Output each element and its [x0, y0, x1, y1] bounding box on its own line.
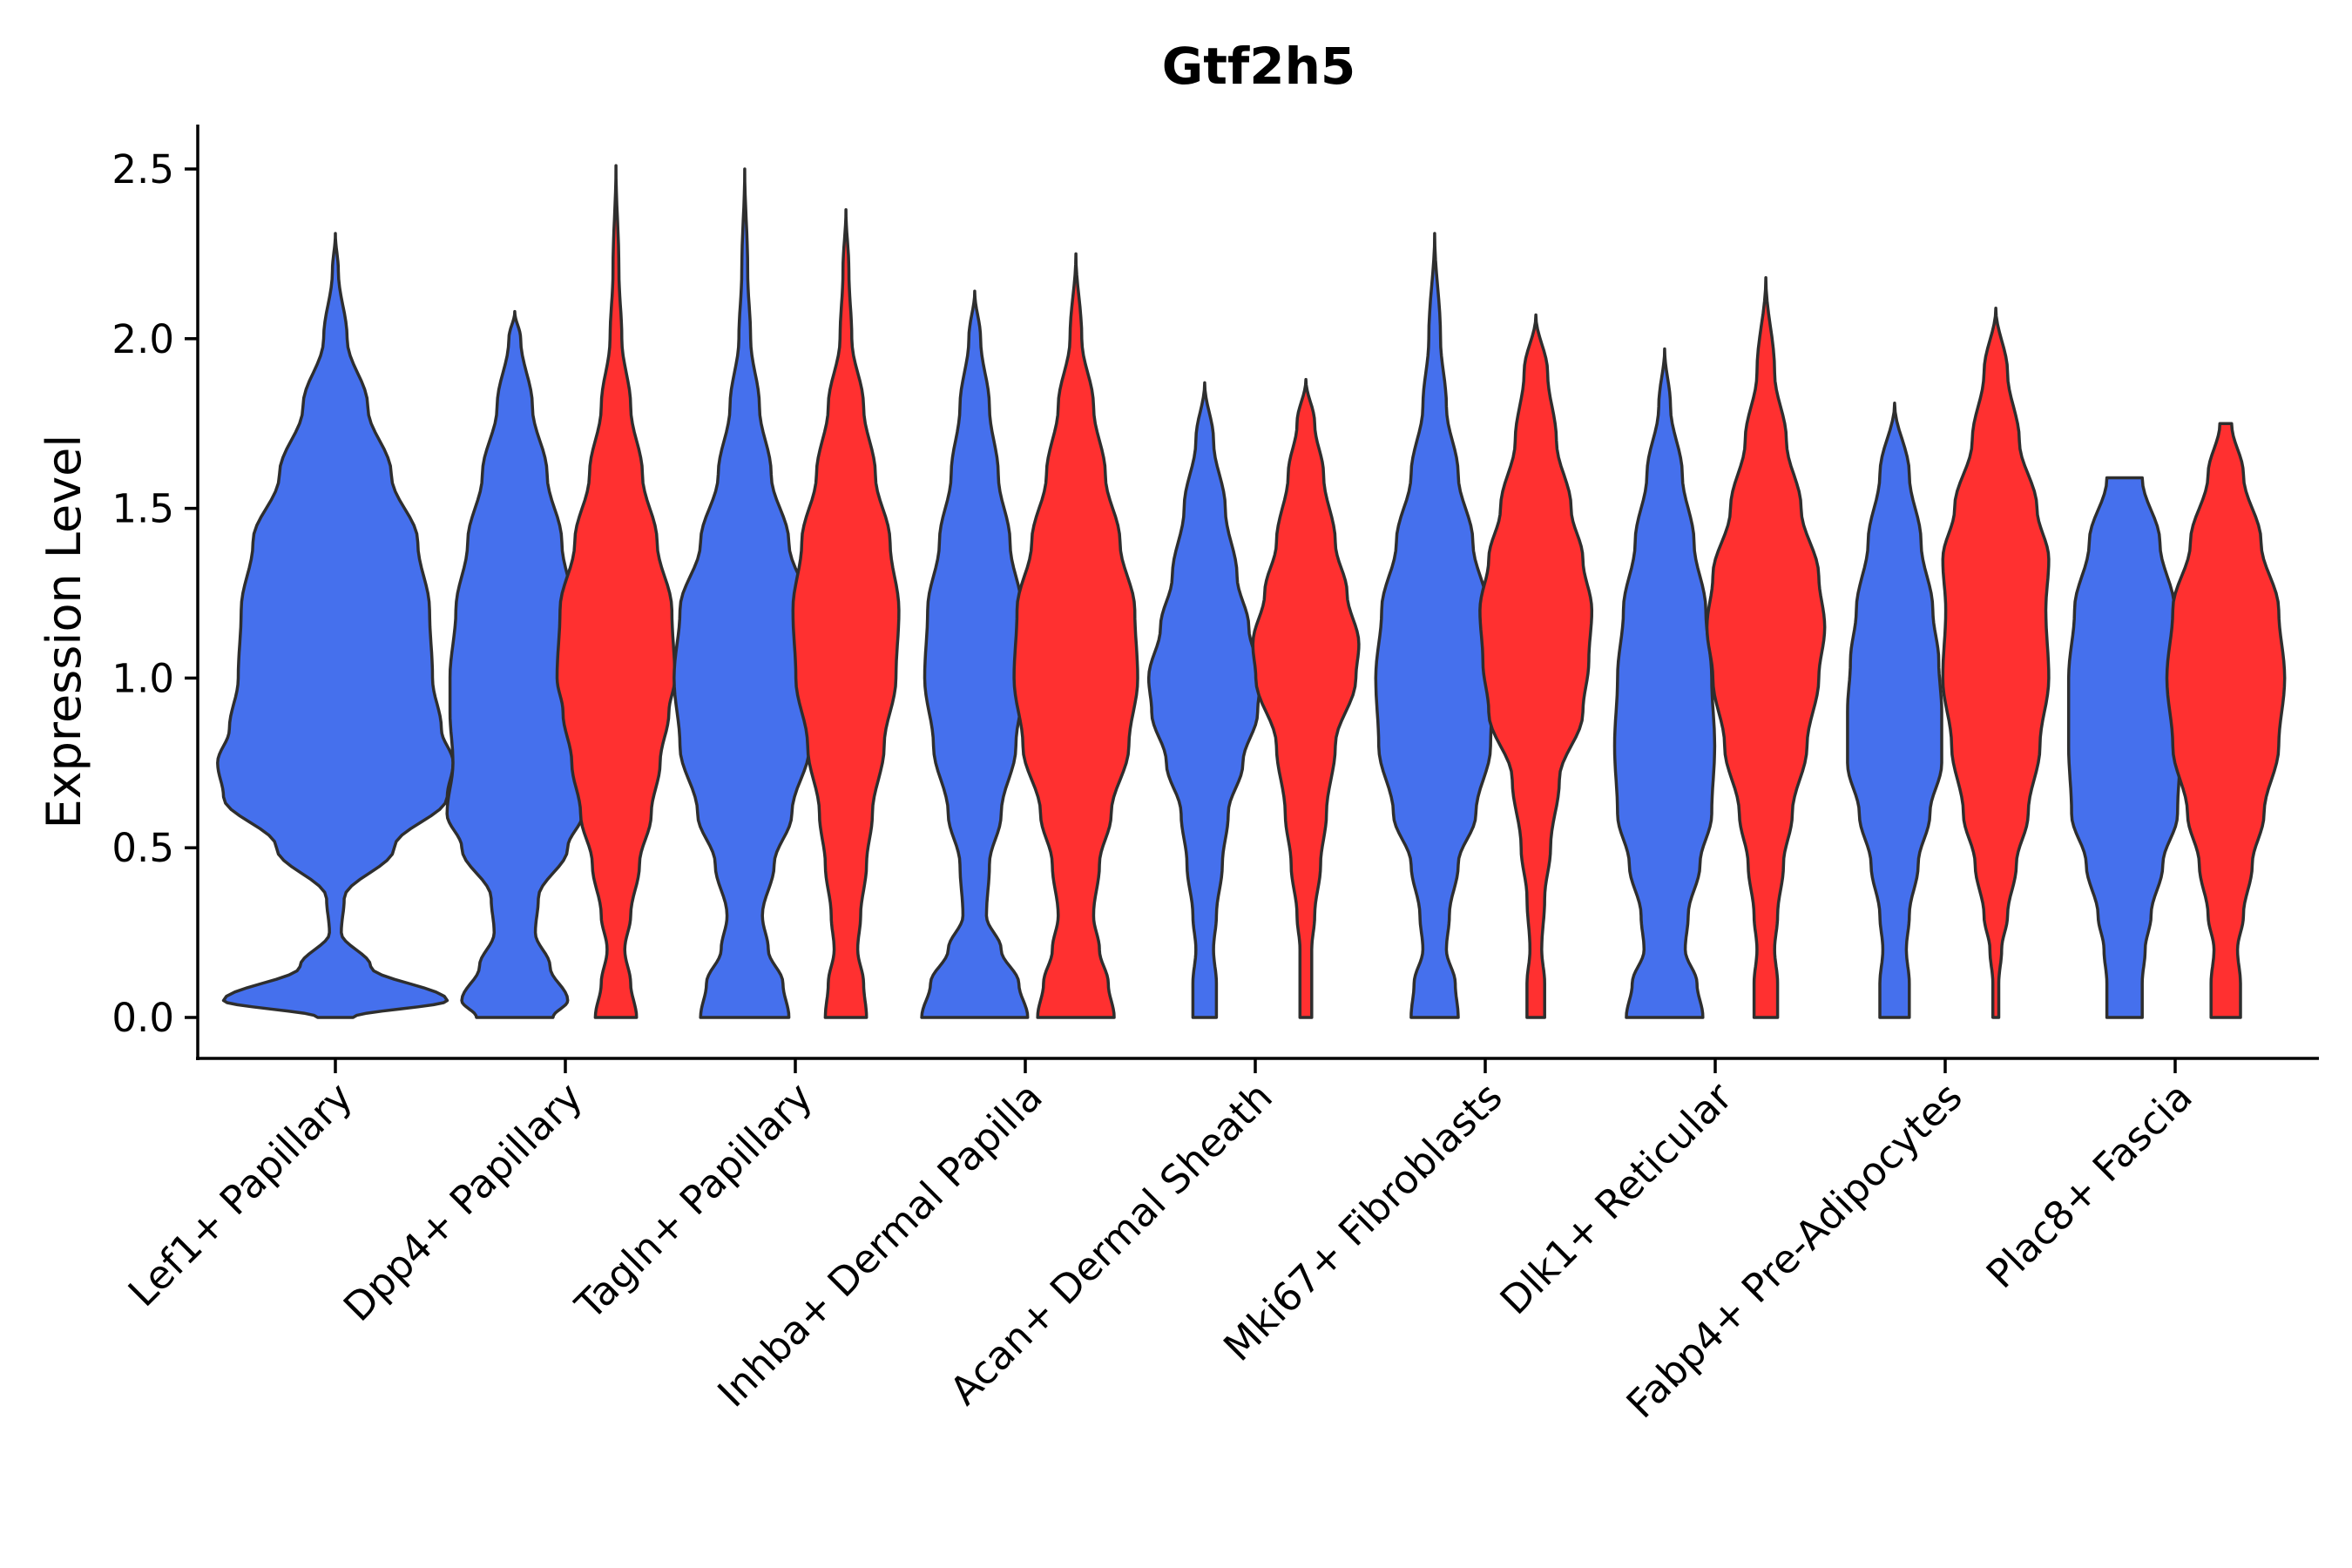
y-tick-label: 1.5: [112, 486, 174, 532]
x-tick-label: Tagln+ Papillary: [566, 1073, 821, 1328]
violin-14-right: [1941, 306, 2051, 1019]
violin-0-center: [216, 232, 455, 1019]
violin-3-left: [672, 167, 817, 1019]
y-tick-label: 1.0: [112, 655, 174, 701]
violin-5-left: [920, 289, 1030, 1019]
y-tick-label: 0.5: [112, 825, 174, 871]
violin-2-right: [555, 164, 677, 1019]
x-tick-label: Dlk1+ Reticular: [1491, 1073, 1741, 1323]
x-tick-label: Dpp4+ Papillary: [335, 1073, 591, 1330]
violins-group: [216, 164, 2287, 1019]
violin-13-left: [1846, 402, 1943, 1019]
y-tick-label: 2.5: [112, 146, 174, 193]
violin-16-right: [2165, 422, 2287, 1019]
violin-9-left: [1374, 232, 1496, 1019]
violin-10-right: [1478, 313, 1594, 1019]
y-tick-label: 2.0: [112, 316, 174, 362]
chart-title: Gtf2h5: [1162, 37, 1356, 96]
violin-6-right: [1012, 252, 1139, 1019]
violin-1-left: [445, 309, 585, 1019]
violin-7-left: [1146, 381, 1262, 1019]
y-axis-ticks: 0.0 0.5 1.0 1.5 2.0 2.5: [112, 146, 198, 1041]
x-tick-label: Plac8+ Fascia: [1977, 1073, 2201, 1297]
violin-4-right: [791, 208, 901, 1019]
y-tick-label: 0.0: [112, 995, 174, 1041]
x-tick-label: Lef1+ Papillary: [119, 1073, 362, 1315]
violin-15-left: [2066, 476, 2182, 1019]
violin-11-left: [1612, 347, 1717, 1019]
y-axis-label: Expression Level: [37, 435, 91, 829]
violin-8-right: [1251, 377, 1361, 1019]
violin-12-right: [1705, 275, 1827, 1019]
